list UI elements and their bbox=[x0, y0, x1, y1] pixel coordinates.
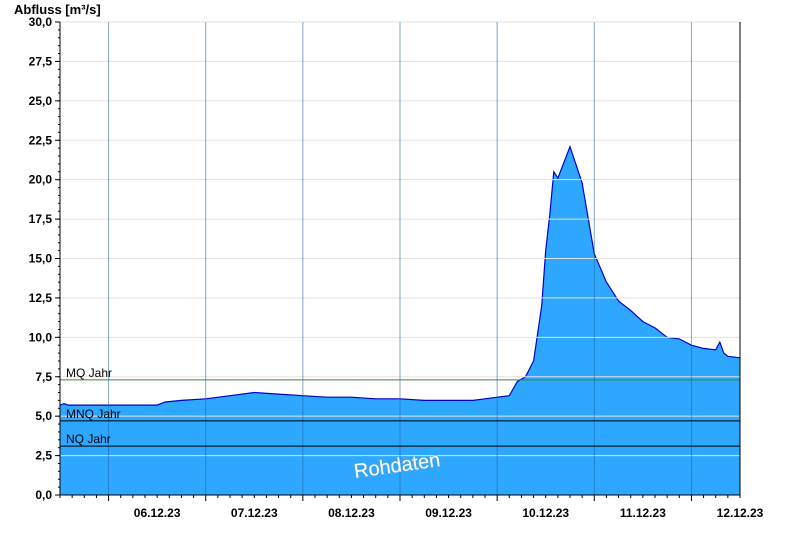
y-tick-label: 10,0 bbox=[29, 330, 53, 344]
y-tick-label: 7,5 bbox=[35, 370, 52, 384]
y-tick-label: 25,0 bbox=[29, 94, 53, 108]
y-tick-label: 30,0 bbox=[29, 15, 53, 29]
ref-line-label: MNQ Jahr bbox=[66, 407, 121, 421]
y-tick-label: 20,0 bbox=[29, 173, 53, 187]
x-tick-label: 07.12.23 bbox=[231, 506, 278, 520]
x-tick-label: 06.12.23 bbox=[134, 506, 181, 520]
x-tick-label: 10.12.23 bbox=[522, 506, 569, 520]
reference-lines: MQ Jahr MNQ Jahr NQ Jahr bbox=[60, 366, 740, 447]
x-tick-label: 09.12.23 bbox=[425, 506, 472, 520]
axes: 0,0 2,5 5,0 7,5 10,0 12,5 15,0 17,5 20,0 22,5 25,0… bbox=[29, 15, 764, 520]
x-tick-label: 11.12.23 bbox=[620, 506, 666, 520]
y-tick-label: 17,5 bbox=[29, 212, 53, 226]
y-tick-label: 12,5 bbox=[29, 291, 53, 305]
y-axis-title: Abfluss [m³/s] bbox=[14, 2, 101, 17]
y-tick-label: 5,0 bbox=[35, 409, 52, 423]
y-tick-label: 15,0 bbox=[29, 252, 53, 266]
y-tick-label: 22,5 bbox=[29, 133, 53, 147]
x-tick-label: 08.12.23 bbox=[328, 506, 375, 520]
discharge-area bbox=[60, 146, 740, 495]
ref-line-label: MQ Jahr bbox=[66, 366, 112, 380]
x-tick-label: 12.12.23 bbox=[717, 506, 764, 520]
grid bbox=[60, 21, 740, 496]
y-tick-label: 0,0 bbox=[35, 488, 52, 502]
y-tick-label: 2,5 bbox=[35, 449, 52, 463]
y-tick-label: 27,5 bbox=[29, 54, 53, 68]
ref-line-label: NQ Jahr bbox=[66, 432, 111, 446]
